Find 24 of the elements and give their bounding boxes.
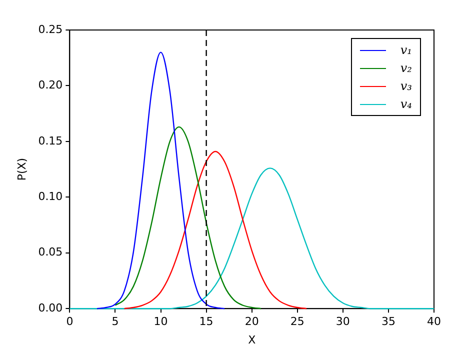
y-tick-label: 0.00 [38, 301, 63, 314]
x-tick-label: 20 [244, 315, 259, 328]
legend-label: v₂ [400, 61, 412, 75]
x-tick-label: 35 [381, 315, 396, 328]
line-series [114, 126, 262, 310]
x-tick-label: 15 [199, 315, 214, 328]
line-series [96, 52, 226, 310]
x-tick-label: 10 [154, 315, 168, 328]
legend-label: v₁ [400, 43, 412, 57]
x-tick-label: 40 [427, 315, 441, 328]
y-tick-label: 0.20 [38, 78, 63, 92]
x-tick-label: 0 [66, 315, 74, 328]
y-tick-label: 0.10 [38, 190, 63, 204]
x-axis-title: X [248, 333, 256, 346]
x-tick-label: 30 [336, 315, 350, 328]
y-tick-label: 0.05 [38, 246, 63, 259]
legend-label: v₃ [400, 79, 412, 93]
y-axis-title: P(X) [15, 158, 28, 181]
y-tick-label: 0.15 [38, 134, 63, 148]
x-tick-label: 25 [290, 315, 304, 328]
y-tick-label: 0.25 [38, 22, 63, 36]
legend-label: v₄ [400, 97, 412, 111]
x-tick-label: 5 [112, 315, 119, 328]
line-series [124, 150, 308, 310]
